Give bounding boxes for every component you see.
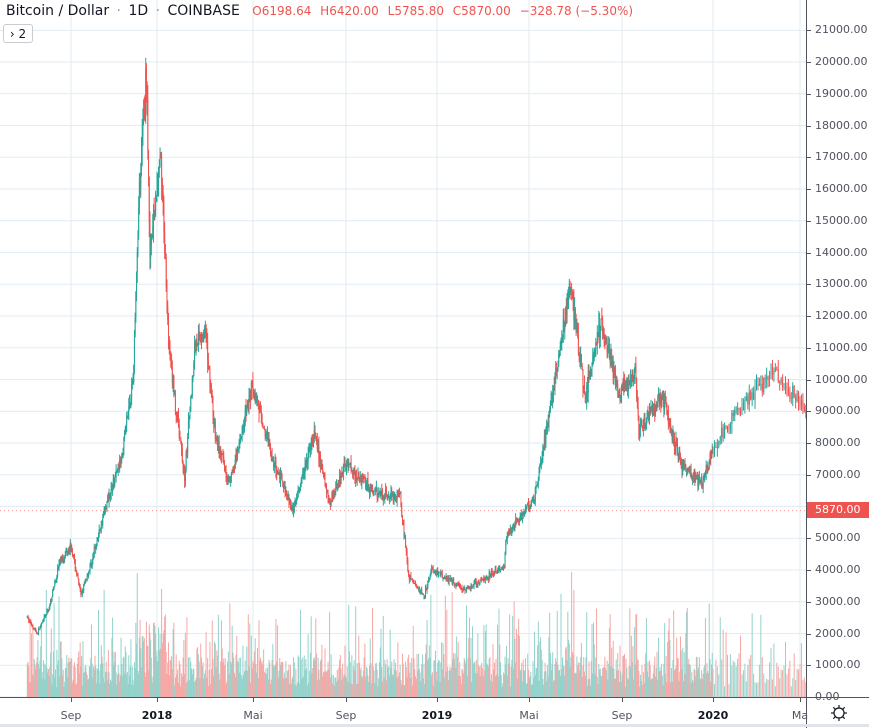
gear-icon — [830, 705, 847, 721]
price-tick: 9000.00 — [807, 404, 869, 418]
price-tick: 8000.00 — [807, 436, 869, 450]
ohlc-values: O6198.64 H6420.00 L5785.80 C5870.00 −328… — [252, 4, 638, 18]
price-tick: 12000.00 — [807, 309, 869, 323]
price-axis[interactable]: 21000.00 20000.00 19000.00 18000.00 17000.00… — [806, 0, 869, 703]
time-axis[interactable]: Sep 2018 Mai Sep 2019 Mai Sep 2020 Ma — [0, 697, 808, 728]
close-value: C5870.00 — [452, 4, 511, 18]
price-tick: 18000.00 — [807, 119, 869, 133]
symbol-name[interactable]: Bitcoin / Dollar — [6, 3, 110, 19]
high-value: H6420.00 — [320, 4, 379, 18]
price-tick: 16000.00 — [807, 182, 869, 196]
symbol-legend: Bitcoin / Dollar · 1D · COINBASE O6198.6… — [6, 3, 638, 19]
price-tick: 15000.00 — [807, 214, 869, 228]
price-tick: 21000.00 — [807, 23, 869, 37]
price-tick: 7000.00 — [807, 468, 869, 482]
price-tick: 10000.00 — [807, 373, 869, 387]
legend-separator: · — [155, 3, 161, 19]
price-tick: 13000.00 — [807, 277, 869, 291]
price-tick: 20000.00 — [807, 55, 869, 69]
bottom-border — [0, 724, 869, 727]
price-tick: 14000.00 — [807, 246, 869, 260]
price-tick: 2000.00 — [807, 627, 869, 641]
current-price-label: 5870.00 — [807, 502, 869, 518]
price-tick: 3000.00 — [807, 595, 869, 609]
open-value: O6198.64 — [252, 4, 312, 18]
price-tick: 5000.00 — [807, 531, 869, 545]
indicators-collapse-button[interactable]: › 2 — [3, 24, 33, 43]
price-tick: 17000.00 — [807, 150, 869, 164]
price-tick: 1000.00 — [807, 658, 869, 672]
price-tick: 11000.00 — [807, 341, 869, 355]
interval-label: 1D — [128, 3, 149, 19]
price-tick: 4000.00 — [807, 563, 869, 577]
change-value: −328.78 (−5.30%) — [519, 4, 634, 18]
candlestick-series[interactable] — [0, 0, 806, 697]
chart-settings-button[interactable] — [806, 697, 869, 728]
low-value: L5785.80 — [387, 4, 444, 18]
legend-separator: · — [116, 3, 121, 19]
price-tick: 19000.00 — [807, 87, 869, 101]
chart-plot-area[interactable] — [0, 0, 806, 697]
exchange-label: COINBASE — [167, 3, 240, 19]
